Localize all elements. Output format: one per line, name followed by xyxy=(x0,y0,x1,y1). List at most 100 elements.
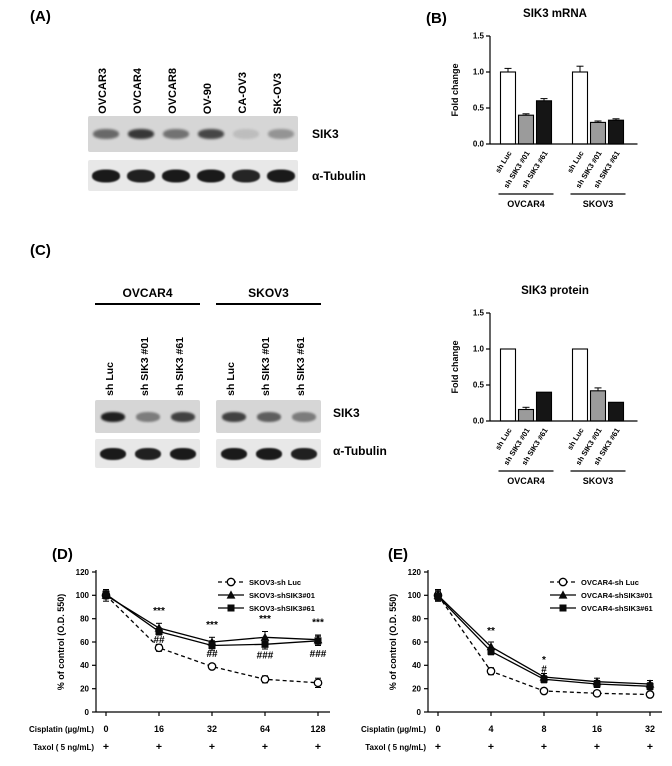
bar xyxy=(517,114,535,145)
panel-a: (A) OVCAR3 OVCAR4 OVCAR8 OV-90 CA-OV3 SK-OV3 … xyxy=(30,8,402,208)
blot-band xyxy=(126,169,155,182)
group-name: OVCAR4 xyxy=(507,199,545,209)
bar xyxy=(517,408,535,422)
panel-c-blot-groups: OVCAR4 sh Luc sh SIK3 #01 sh SIK3 #61 SKOV3 s… xyxy=(30,240,422,490)
marker-open-circle xyxy=(539,686,549,696)
skov3-viability-chart-canvas: 0 20 40 60 80 100 120 % of control (O.D. 550) SK… xyxy=(8,560,340,765)
lane-label: OVCAR8 xyxy=(166,68,179,114)
x-row-value: 16 xyxy=(592,724,602,734)
significance-annotation: *** xyxy=(153,606,165,617)
blot-band xyxy=(255,447,282,460)
lane-label: sh Luc xyxy=(224,362,237,396)
y-axis-label: % of control (O.D. 550) xyxy=(388,594,398,691)
lane-label: SK-OV3 xyxy=(271,73,284,114)
blot-band xyxy=(162,129,189,139)
y-tick-label: 80 xyxy=(412,615,421,624)
x-row-value: + xyxy=(209,741,215,753)
blot-strip xyxy=(95,400,200,433)
lane-label: OVCAR4 xyxy=(131,68,144,114)
blot-band xyxy=(134,447,161,460)
lane-label: sh SIK3 #61 xyxy=(173,337,186,396)
panel-b: (B) SIK3 mRNA 0.0 0.5 1.0 1.5 Fold change sh … xyxy=(420,6,670,246)
skov3-viability-line-chart: 0 20 40 60 80 100 120 % of control (O.D. 550) SK… xyxy=(29,568,330,753)
y-tick-label: 0.0 xyxy=(473,140,485,149)
marker-triangle xyxy=(226,590,236,599)
marker-square xyxy=(434,593,442,600)
blot-band xyxy=(220,447,247,460)
marker-square xyxy=(540,675,548,683)
blot-group-header: OVCAR4 xyxy=(95,286,200,305)
x-row-value: 16 xyxy=(154,724,164,734)
series-line xyxy=(105,594,319,684)
blot-lane-labels: sh Luc sh SIK3 #01 sh SIK3 #61 xyxy=(216,312,321,396)
blot-band xyxy=(231,169,260,182)
legend-label: OVCAR4-sh Luc xyxy=(581,578,639,587)
bar xyxy=(571,348,589,422)
legend-label: SKOV3-sh Luc xyxy=(249,578,301,587)
x-row-value: 8 xyxy=(541,724,546,734)
bar xyxy=(571,71,589,145)
y-tick-label: 120 xyxy=(76,568,90,577)
y-axis-label: % of control (O.D. 550) xyxy=(56,594,66,691)
marker-open-circle xyxy=(558,577,568,587)
lane-label: sh SIK3 #01 xyxy=(138,337,151,396)
panel-b-label: (B) xyxy=(426,10,447,27)
significance-annotation: ## xyxy=(206,649,218,660)
blot-band xyxy=(267,129,294,139)
blot-band xyxy=(170,411,195,422)
blot-group-header: SKOV3 xyxy=(216,286,321,305)
marker-square xyxy=(314,637,322,645)
y-tick-label: 1.5 xyxy=(473,309,485,318)
bar xyxy=(589,390,607,422)
marker-square xyxy=(102,590,110,598)
marker-square xyxy=(646,682,654,690)
significance-annotation: *** xyxy=(206,620,218,631)
blot-band xyxy=(256,411,281,422)
tubulin-row-label: α-Tubulin xyxy=(312,169,366,183)
marker-triangle xyxy=(558,590,568,599)
x-row-label: Cisplatin (µg/mL) xyxy=(361,725,426,734)
y-axis-label: Fold change xyxy=(450,340,460,393)
significance-annotation: *** xyxy=(312,618,324,629)
blot-strip xyxy=(216,439,321,468)
panel-a-lane-labels: OVCAR3 OVCAR4 OVCAR8 OV-90 CA-OV3 SK-OV3 xyxy=(88,36,298,114)
marker-square xyxy=(593,680,601,688)
lane-label: OVCAR3 xyxy=(96,68,109,114)
y-tick-label: 80 xyxy=(80,615,89,624)
marker-square xyxy=(487,647,495,655)
bar xyxy=(499,348,517,422)
chart-title: SIK3 mRNA xyxy=(523,8,587,20)
marker-open-circle xyxy=(313,678,323,688)
bar xyxy=(535,391,553,422)
bar xyxy=(535,100,553,145)
blot-band xyxy=(169,447,196,460)
blot-strip xyxy=(95,439,200,468)
marker-open-circle xyxy=(207,662,217,671)
y-tick-label: 40 xyxy=(80,661,89,670)
x-row-value: + xyxy=(541,741,547,753)
significance-annotation: *** xyxy=(259,614,271,625)
x-row-value: 32 xyxy=(207,724,217,734)
significance-annotation: ### xyxy=(310,649,327,660)
ovcar4-viability-chart-canvas: 0 20 40 60 80 100 120% of control (O.D. 550) OV… xyxy=(340,560,672,765)
y-tick-label: 0.5 xyxy=(473,381,485,390)
x-row-value: + xyxy=(315,741,321,753)
y-tick-label: 0 xyxy=(417,708,422,717)
group-name: SKOV3 xyxy=(583,476,614,486)
legend-label: OVCAR4-shSIK3#61 xyxy=(581,604,653,613)
x-row-value: + xyxy=(103,741,109,753)
panel-d: (D) 0 20 40 60 80 100 120 % of control (O.D. 55… xyxy=(8,538,340,766)
marker-open-circle xyxy=(592,688,602,698)
group-name: OVCAR4 xyxy=(507,476,545,486)
marker-square xyxy=(208,642,216,649)
y-axis-label: Fold change xyxy=(450,63,460,116)
x-row-value: + xyxy=(594,741,600,753)
panel-e: (E) 0 20 40 60 80 100 120% of control (O.D. 55… xyxy=(340,538,672,766)
lane-label: sh SIK3 #61 xyxy=(294,337,307,396)
y-tick-label: 100 xyxy=(408,591,422,600)
blot-band xyxy=(290,447,317,460)
blot-band xyxy=(127,129,154,139)
